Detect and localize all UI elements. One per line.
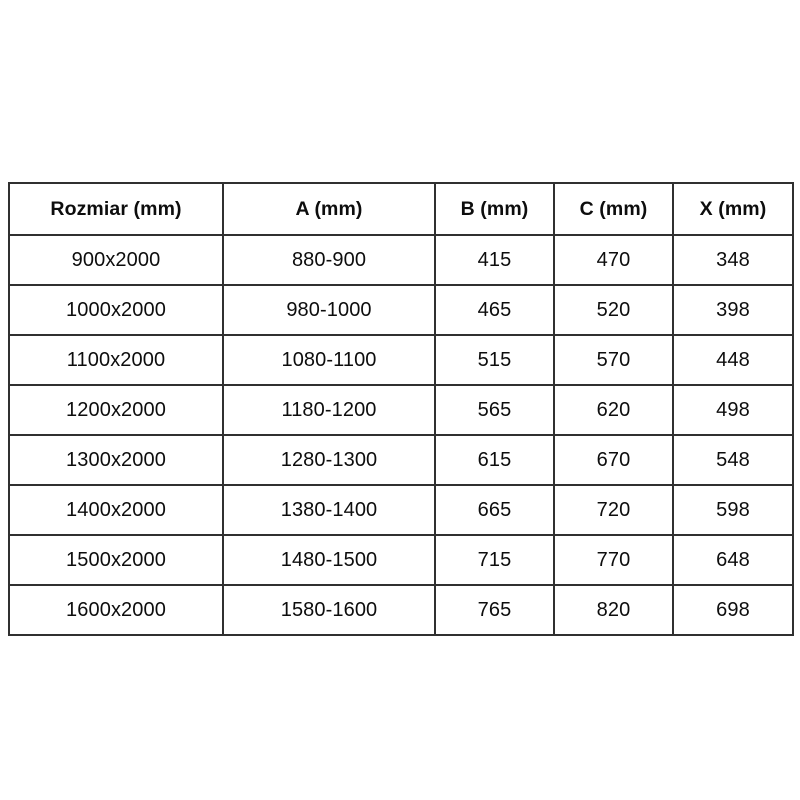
table-row: 1600x2000 1580-1600 765 820 698	[8, 584, 794, 636]
cell-c: 670	[553, 434, 674, 486]
table-body: 900x2000 880-900 415 470 348 1000x2000 9…	[8, 234, 794, 636]
cell-rozmiar: 1100x2000	[8, 334, 224, 386]
cell-x: 648	[672, 534, 794, 586]
cell-b: 465	[434, 284, 555, 336]
cell-rozmiar: 1000x2000	[8, 284, 224, 336]
cell-c: 820	[553, 584, 674, 636]
cell-a: 1180-1200	[222, 384, 436, 436]
cell-rozmiar: 1400x2000	[8, 484, 224, 536]
cell-c: 770	[553, 534, 674, 586]
table-header-row: Rozmiar (mm) A (mm) B (mm) C (mm) X (mm)	[8, 182, 794, 236]
cell-b: 715	[434, 534, 555, 586]
cell-x: 348	[672, 234, 794, 286]
cell-c: 720	[553, 484, 674, 536]
table-row: 1200x2000 1180-1200 565 620 498	[8, 384, 794, 436]
cell-a: 1280-1300	[222, 434, 436, 486]
cell-x: 398	[672, 284, 794, 336]
cell-c: 570	[553, 334, 674, 386]
table-header: Rozmiar (mm) A (mm) B (mm) C (mm) X (mm)	[8, 182, 794, 236]
spec-table-container: Rozmiar (mm) A (mm) B (mm) C (mm) X (mm)…	[8, 182, 794, 636]
cell-x: 548	[672, 434, 794, 486]
table-row: 1400x2000 1380-1400 665 720 598	[8, 484, 794, 536]
cell-rozmiar: 900x2000	[8, 234, 224, 286]
cell-x: 498	[672, 384, 794, 436]
table-row: 900x2000 880-900 415 470 348	[8, 234, 794, 286]
cell-a: 1380-1400	[222, 484, 436, 536]
cell-b: 765	[434, 584, 555, 636]
cell-a: 1080-1100	[222, 334, 436, 386]
table-row: 1000x2000 980-1000 465 520 398	[8, 284, 794, 336]
cell-rozmiar: 1300x2000	[8, 434, 224, 486]
table-row: 1500x2000 1480-1500 715 770 648	[8, 534, 794, 586]
cell-c: 620	[553, 384, 674, 436]
spec-table: Rozmiar (mm) A (mm) B (mm) C (mm) X (mm)…	[8, 182, 794, 636]
cell-b: 415	[434, 234, 555, 286]
cell-rozmiar: 1600x2000	[8, 584, 224, 636]
cell-rozmiar: 1200x2000	[8, 384, 224, 436]
cell-b: 615	[434, 434, 555, 486]
table-row: 1100x2000 1080-1100 515 570 448	[8, 334, 794, 386]
column-header-a: A (mm)	[222, 182, 436, 236]
cell-rozmiar: 1500x2000	[8, 534, 224, 586]
cell-b: 515	[434, 334, 555, 386]
cell-b: 565	[434, 384, 555, 436]
cell-x: 698	[672, 584, 794, 636]
cell-a: 1580-1600	[222, 584, 436, 636]
cell-b: 665	[434, 484, 555, 536]
cell-a: 1480-1500	[222, 534, 436, 586]
cell-c: 470	[553, 234, 674, 286]
column-header-x: X (mm)	[672, 182, 794, 236]
table-row: 1300x2000 1280-1300 615 670 548	[8, 434, 794, 486]
cell-a: 980-1000	[222, 284, 436, 336]
cell-c: 520	[553, 284, 674, 336]
cell-a: 880-900	[222, 234, 436, 286]
cell-x: 448	[672, 334, 794, 386]
column-header-rozmiar: Rozmiar (mm)	[8, 182, 224, 236]
column-header-b: B (mm)	[434, 182, 555, 236]
column-header-c: C (mm)	[553, 182, 674, 236]
cell-x: 598	[672, 484, 794, 536]
